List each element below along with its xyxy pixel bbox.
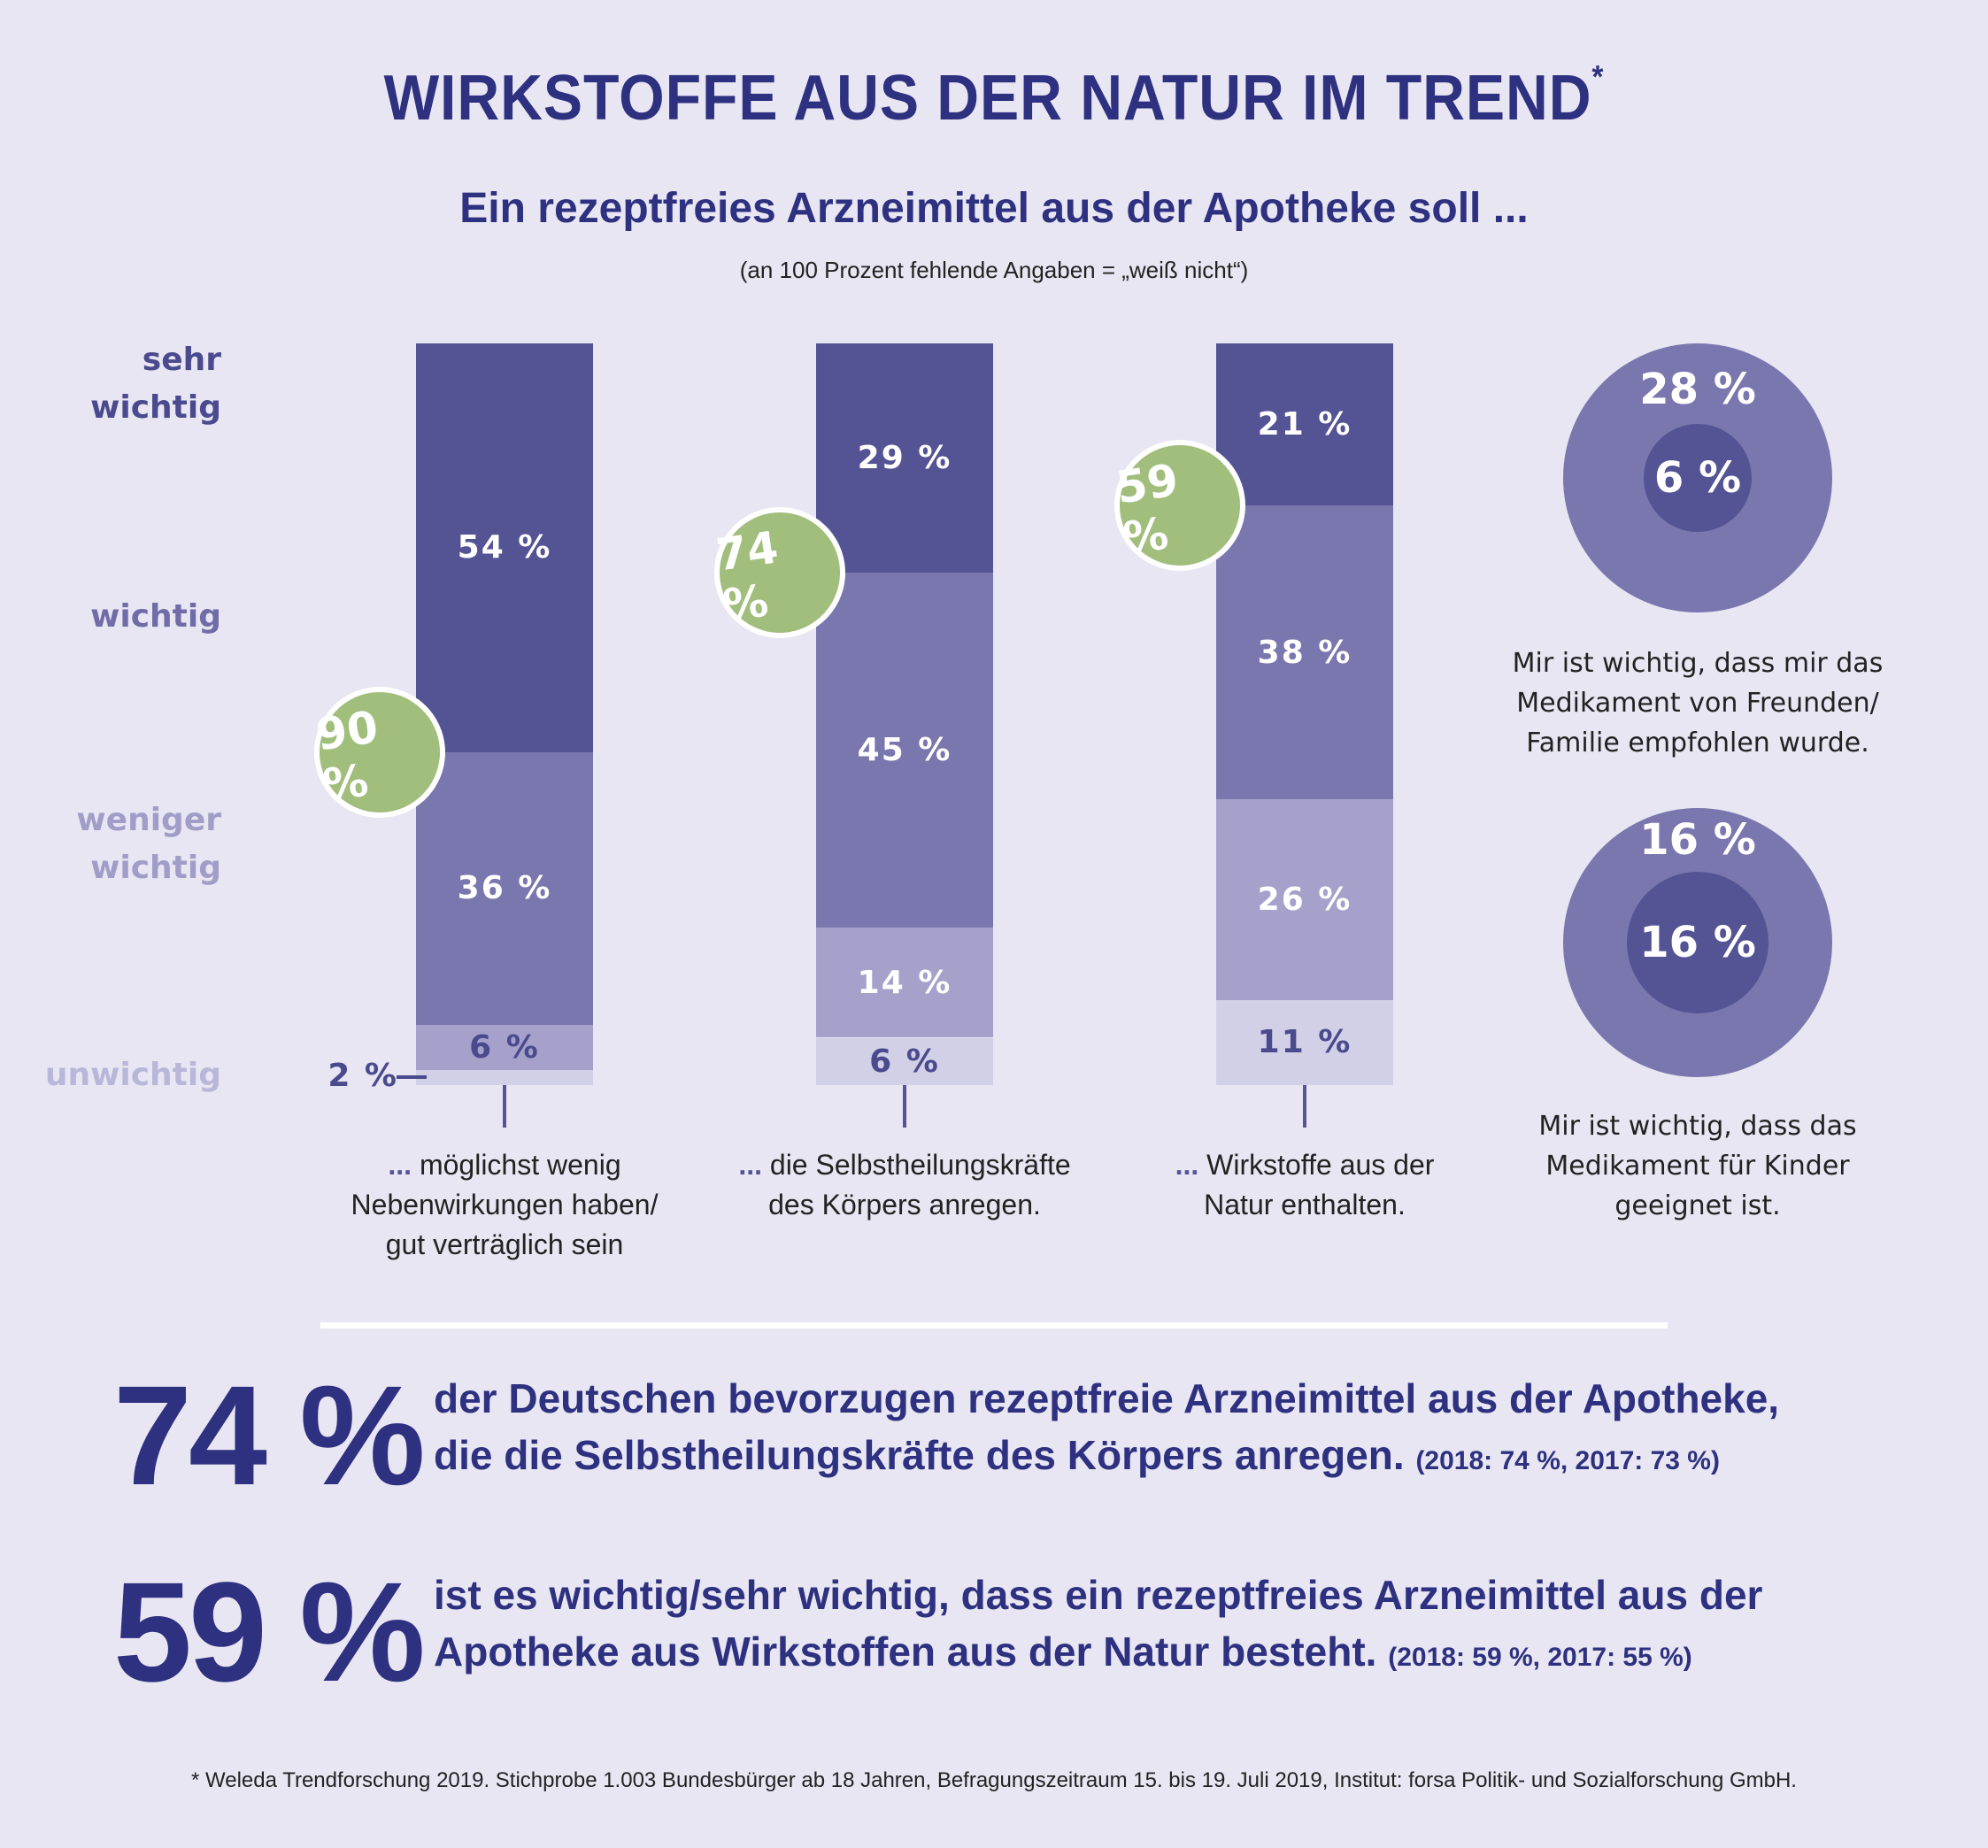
page-title: WIRKSTOFFE AUS DER NATUR IM TREND*: [80, 58, 1908, 135]
segment-value-label: 36 %: [457, 870, 552, 907]
ellipsis: ...: [388, 1149, 412, 1181]
statement-2-number: 59 %: [113, 1552, 426, 1711]
segment-value-label: 6 %: [869, 1043, 940, 1080]
bar-tick: [1303, 1085, 1306, 1128]
caption-text: die Selbstheilungskräfte des Körpers anr…: [768, 1149, 1071, 1220]
bar-segment-sehr-wichtig: 21 %: [1216, 343, 1393, 506]
statement-2-line1: ist es wichtig/sehr wichtig, dass ein re…: [434, 1572, 1763, 1618]
y-label-unwichtig: unwichtig: [44, 1057, 221, 1093]
circle-caption-children: Mir ist wichtig, dass das Medikament für…: [1538, 1111, 1857, 1221]
statement-2-previous: (2018: 59 %, 2017: 55 %): [1388, 1643, 1692, 1672]
bar-segment-unwichtig: 11 %: [1216, 999, 1393, 1085]
outer-value-label: 28 %: [1639, 365, 1756, 414]
bar-1: 54 % 36 % 6 % 2 %: [327, 343, 593, 1094]
segment-value-label: 26 %: [1257, 881, 1352, 918]
segment-value-label: 6 %: [469, 1028, 540, 1066]
segment-value-label: 11 %: [1257, 1024, 1352, 1061]
statement-1-number: 74 %: [113, 1356, 426, 1514]
ellipsis: ...: [1175, 1149, 1199, 1181]
statement-2-line2: Apotheke aus Wirkstoffen aus der Natur b…: [434, 1629, 1377, 1675]
segment-value-label: 54 %: [457, 529, 552, 566]
bar-caption-2: ... die Selbstheilungskräfte des Körpers…: [701, 1145, 1108, 1225]
bar-segment-unwichtig: [416, 1069, 593, 1085]
bar-segment-weniger-wichtig: 6 %: [416, 1024, 593, 1070]
bar-segment-wichtig: 38 %: [1216, 505, 1393, 800]
footnote: * Weleda Trendforschung 2019. Stichprobe…: [191, 1768, 1797, 1792]
bar-segment-sehr-wichtig: 29 %: [816, 343, 993, 573]
bar-segment-unwichtig: 6 %: [816, 1037, 993, 1085]
bar-2: 29 % 45 % 14 % 6 %: [816, 343, 993, 1085]
circle-caption-recommendation: Mir ist wichtig, dass mir das Medikament…: [1512, 648, 1884, 758]
segment-value-label: 38 %: [1257, 634, 1352, 671]
segment-value-label: 21 %: [1257, 406, 1352, 443]
title-text: WIRKSTOFFE AUS DER NATUR IM TREND: [383, 63, 1592, 134]
statement-1-line2: die die Selbstheilungskräfte des Körpers…: [434, 1432, 1405, 1478]
caption-text: möglichst wenig Nebenwirkungen haben/ gu…: [351, 1149, 659, 1260]
segment-value-label-outside: 2 %: [327, 1058, 398, 1095]
bar-segment-weniger-wichtig: 14 %: [816, 927, 993, 1038]
bar-segment-wichtig: 45 %: [816, 572, 993, 928]
y-label-weniger-wichtig: weniger wichtig: [76, 802, 221, 886]
circle-inner-children: 16 %: [1627, 872, 1768, 1013]
bar-tick: [503, 1085, 506, 1128]
outer-value-label: 16 %: [1639, 815, 1756, 865]
bar-caption-1: ... möglichst wenig Nebenwirkungen haben…: [301, 1145, 708, 1265]
chart-note: (an 100 Prozent fehlende Angaben = „weiß…: [739, 257, 1249, 283]
statement-1-previous: (2018: 74 %, 2017: 73 %): [1415, 1446, 1720, 1475]
statement-2-text: ist es wichtig/sehr wichtig, dass ein re…: [434, 1567, 1762, 1686]
segment-value-label: 45 %: [857, 731, 952, 768]
segment-value-label: 29 %: [857, 439, 952, 476]
circle-inner-recommendation: 6 %: [1644, 424, 1752, 532]
chart-subtitle: Ein rezeptfreies Arzneimittel aus der Ap…: [459, 185, 1529, 232]
footnote-marker: *: [1591, 58, 1605, 95]
circle-outer-children: 16 % 16 %: [1563, 808, 1832, 1077]
statement-1-line1: der Deutschen bevorzugen rezeptfreie Arz…: [434, 1375, 1780, 1421]
circle-outer-recommendation: 28 % 6 %: [1563, 343, 1832, 612]
bar-segment-weniger-wichtig: 26 %: [1216, 799, 1393, 1000]
ellipsis: ...: [738, 1149, 762, 1181]
y-label-wichtig: wichtig: [90, 598, 221, 635]
caption-text: Wirkstoffe aus der Natur enthalten.: [1204, 1149, 1435, 1220]
bar-caption-3: ... Wirkstoffe aus der Natur enthalten.: [1101, 1145, 1508, 1225]
section-divider: [320, 1322, 1668, 1328]
segment-value-label: 14 %: [857, 964, 952, 1001]
y-label-sehr-wichtig: sehr wichtig: [90, 342, 221, 426]
leader-line: [397, 1075, 427, 1080]
bar-segment-wichtig: 36 %: [416, 751, 593, 1025]
statement-1-text: der Deutschen bevorzugen rezeptfreie Arz…: [434, 1370, 1779, 1490]
bar-segment-sehr-wichtig: 54 %: [416, 343, 593, 752]
bar-3: 21 % 38 % 26 % 11 %: [1216, 343, 1393, 1085]
bar-tick: [903, 1085, 906, 1128]
